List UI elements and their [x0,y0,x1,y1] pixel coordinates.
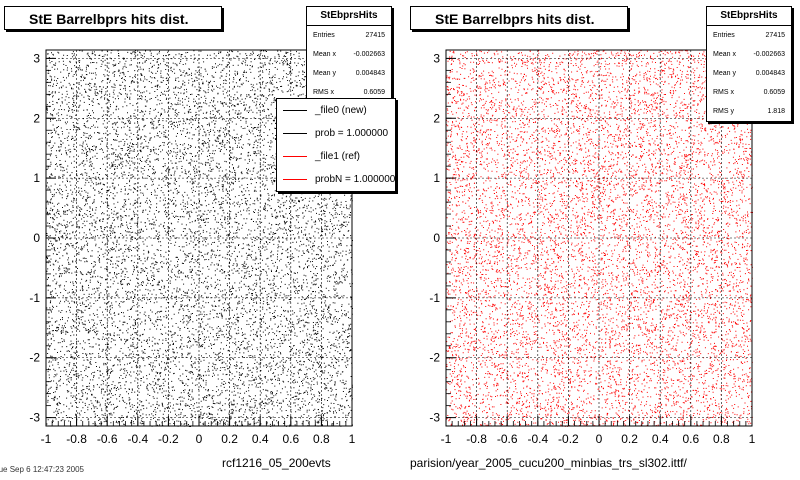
y-tick-label: 1 [33,171,40,185]
x-tick-label: -0.2 [158,432,179,446]
scatter-points-right [446,50,753,427]
stats-row: Entries 27415 [707,26,791,45]
stats-label: Mean y [313,70,336,77]
y-tick-label: -3 [29,411,40,425]
stats-label: Mean y [713,70,736,77]
plot-frame [445,49,753,427]
x-tick-label: -0.8 [66,432,87,446]
y-tick-label: 0 [33,231,40,245]
legend-entry: prob = 1.000000 [277,122,395,145]
chart-title-left: StE Barrelbprs hits dist. [4,6,222,30]
x-tick-label: -0.8 [466,432,487,446]
stats-row: Mean x -0.002663 [707,45,791,64]
x-tick-label: 1 [349,432,356,446]
legend-label: _file0 (new) [315,105,367,116]
stats-label: Entries [713,32,735,39]
y-tick-label: 2 [433,111,440,125]
legend-box: _file0 (new) prob = 1.000000 _file1 (ref… [276,98,396,192]
stats-label: RMS y [713,108,734,115]
stats-row: Mean y 0.004843 [307,64,391,83]
x-tick-label: 0.8 [713,432,730,446]
stats-value: -0.002663 [753,51,785,58]
date-stamp: Tue Sep 6 12:47:23 2005 [0,465,84,474]
x-tick-label: -1 [41,432,52,446]
x-tick-label: 0.6 [282,432,299,446]
stats-value: 0.004843 [355,70,385,77]
legend-label: probN = 1.000000 [315,174,396,185]
stats-value: 27415 [765,32,785,39]
x-tick-label: 0.2 [221,432,238,446]
x-tick-label: -0.6 [97,432,118,446]
y-tick-label: 2 [33,111,40,125]
y-tick-label: 3 [433,51,440,65]
x-tick-label: 0.4 [652,432,669,446]
legend-line-black [283,110,307,111]
x-tick-label: 0.6 [682,432,699,446]
y-tick-label: -2 [29,351,40,365]
legend-entry: probN = 1.000000 [277,168,395,191]
y-tick-label: 1 [433,171,440,185]
y-tick-label: -1 [29,291,40,305]
stats-row: RMS x 0.6059 [707,83,791,102]
x-tick-label: 0 [196,432,203,446]
stats-row: Mean y 0.004843 [707,64,791,83]
legend-entry: _file0 (new) [277,99,395,122]
y-tick-label: -1 [429,291,440,305]
y-tick-label: 0 [433,231,440,245]
stats-label: RMS x [713,89,734,96]
legend-label: _file1 (ref) [315,151,361,162]
stats-label: Mean x [713,51,736,58]
stats-value: 27415 [365,32,385,39]
stats-value: 1.818 [767,108,785,115]
chart-title-right: StE Barrelbprs hits dist. [410,6,628,30]
legend-label: prob = 1.000000 [315,128,389,139]
stats-box-right: StEbprsHits Entries 27415 Mean x -0.0026… [706,6,792,122]
stats-row: RMS y 1.818 [707,102,791,121]
x-tick-label: -0.4 [127,432,148,446]
legend-line-black [283,133,307,134]
stats-value: 0.6059 [363,89,385,96]
stats-title-left: StEbprsHits [307,7,391,26]
scatter-points-left [46,50,353,427]
x-tick-label: 0.8 [313,432,330,446]
x-tick-label: 0 [596,432,603,446]
stats-value: 0.6059 [763,89,785,96]
stats-title-right: StEbprsHits [707,7,791,26]
x-tick-label: -0.6 [497,432,518,446]
y-tick-label: -3 [429,411,440,425]
footer-file-left: rcf1216_05_200evts [222,456,331,470]
x-tick-label: 0.2 [621,432,638,446]
stats-row: Entries 27415 [307,26,391,45]
x-tick-label: -0.4 [527,432,548,446]
stats-value: 0.004843 [755,70,785,77]
x-tick-label: -1 [441,432,452,446]
x-tick-label: -0.2 [558,432,579,446]
legend-entry: _file1 (ref) [277,145,395,168]
stats-label: RMS x [313,89,334,96]
stats-row: Mean x -0.002663 [307,45,391,64]
stats-label: Entries [313,32,335,39]
y-tick-label: -2 [429,351,440,365]
stats-value: -0.002663 [353,51,385,58]
x-tick-label: 0.4 [252,432,269,446]
stats-row: RMS x 0.6059 [307,83,391,102]
y-tick-label: 3 [33,51,40,65]
legend-line-red [283,156,307,157]
legend-line-red [283,179,307,180]
x-tick-label: 1 [749,432,756,446]
footer-file-right: parision/year_2005_cucu200_minbias_trs_s… [410,456,687,470]
stats-label: Mean x [313,51,336,58]
plot-frame [45,49,353,427]
stats-box-left: StEbprsHits Entries 27415 Mean x -0.0026… [306,6,392,103]
